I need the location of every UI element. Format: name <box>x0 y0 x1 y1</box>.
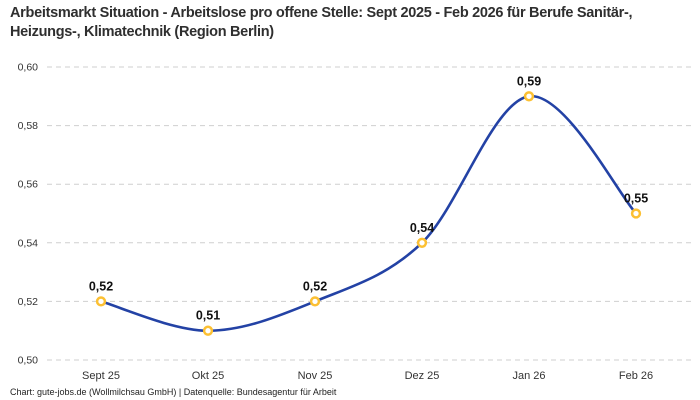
data-point-label: 0,54 <box>410 221 434 235</box>
series-line <box>99 94 638 333</box>
data-point-marker <box>95 296 107 307</box>
x-tick-label: Sept 25 <box>82 370 120 382</box>
data-point-label: 0,52 <box>89 279 113 293</box>
chart-title: Arbeitsmarkt Situation - Arbeitslose pro… <box>10 5 633 40</box>
x-tick-label: Nov 25 <box>298 370 333 382</box>
y-tick-label: 0,60 <box>18 62 39 74</box>
data-point-marker <box>630 208 642 219</box>
x-tick-label: Okt 25 <box>192 370 224 382</box>
y-tick-label: 0,56 <box>18 179 39 191</box>
data-point-marker <box>416 237 428 248</box>
data-point-label: 0,52 <box>303 279 327 293</box>
data-point-marker <box>309 296 321 307</box>
x-tick-label: Feb 26 <box>619 370 653 382</box>
data-point-marker <box>202 325 214 336</box>
y-tick-label: 0,50 <box>18 355 39 367</box>
y-tick-label: 0,52 <box>18 296 39 308</box>
data-point-label: 0,55 <box>624 192 648 206</box>
y-tick-label: 0,54 <box>18 237 39 249</box>
data-point-marker <box>523 91 535 102</box>
chart-source-footer: Chart: gute-jobs.de (Wollmilchsau GmbH) … <box>10 387 337 397</box>
x-tick-label: Jan 26 <box>512 370 545 382</box>
data-point-label: 0,51 <box>196 309 220 323</box>
data-point-label: 0,59 <box>517 74 541 88</box>
y-tick-label: 0,58 <box>18 120 39 132</box>
x-tick-label: Dez 25 <box>405 370 440 382</box>
